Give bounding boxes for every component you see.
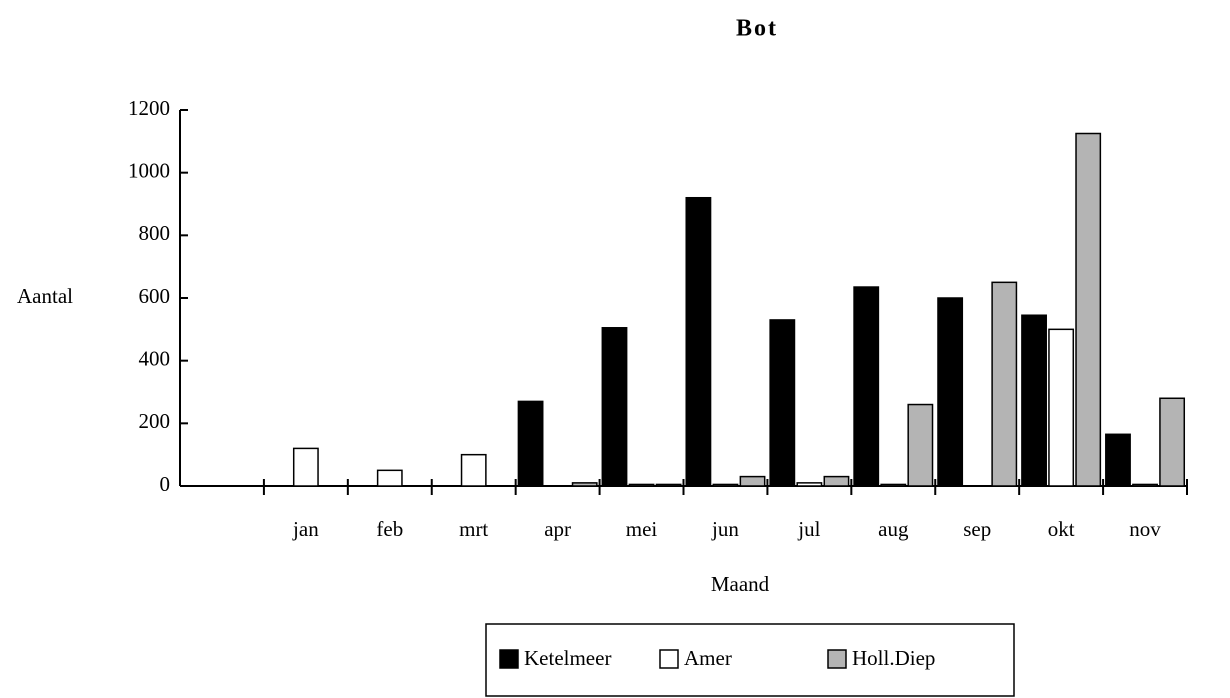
bar (1105, 433, 1131, 487)
y-tick-label: 1000 (128, 158, 170, 182)
x-tick-label: jan (292, 517, 319, 541)
x-tick-label: feb (376, 517, 403, 541)
bar (1021, 314, 1047, 487)
bar (796, 482, 823, 487)
x-tick-label: mei (626, 517, 658, 541)
bar (1075, 132, 1102, 487)
x-tick-label: nov (1129, 517, 1161, 541)
chart-title: Bot (736, 16, 778, 42)
bar (628, 483, 655, 487)
y-tick-label: 200 (139, 409, 171, 433)
bar (937, 297, 964, 487)
legend-swatch (827, 649, 847, 669)
bar (823, 475, 850, 487)
x-tick-label: sep (963, 517, 991, 541)
bar (907, 403, 934, 487)
bar (292, 447, 319, 487)
bar (571, 482, 598, 487)
bar (517, 400, 544, 487)
x-tick-label: apr (544, 517, 571, 541)
legend-box (485, 623, 1015, 697)
x-tick-label: jun (711, 517, 739, 541)
x-tick-label: okt (1048, 517, 1075, 541)
bar (376, 469, 403, 487)
x-tick-label: mrt (459, 517, 488, 541)
bar (712, 483, 739, 487)
bar (1132, 483, 1158, 487)
y-tick-label: 0 (160, 472, 171, 496)
y-axis-label: Aantal (17, 284, 73, 308)
bar (739, 475, 766, 487)
legend-swatch (659, 649, 679, 669)
bar (991, 281, 1018, 487)
legend-label: Holl.Diep (852, 646, 935, 670)
y-tick-label: 800 (139, 221, 171, 245)
y-tick-label: 600 (139, 284, 171, 308)
bar (1048, 328, 1075, 487)
bar (460, 453, 487, 487)
legend-label: Amer (684, 646, 732, 670)
y-tick-label: 1200 (128, 96, 170, 120)
legend-swatch (499, 649, 519, 669)
x-tick-label: aug (878, 517, 909, 541)
legend-label: Ketelmeer (524, 646, 611, 670)
bar (685, 196, 712, 487)
x-axis-label: Maand (711, 572, 770, 596)
bar (769, 319, 796, 487)
bar (853, 286, 880, 487)
bar (880, 483, 907, 487)
x-tick-label: jul (797, 517, 820, 541)
bar (655, 483, 682, 487)
bar (601, 327, 628, 487)
y-tick-label: 400 (139, 346, 171, 370)
bar (1159, 397, 1186, 487)
